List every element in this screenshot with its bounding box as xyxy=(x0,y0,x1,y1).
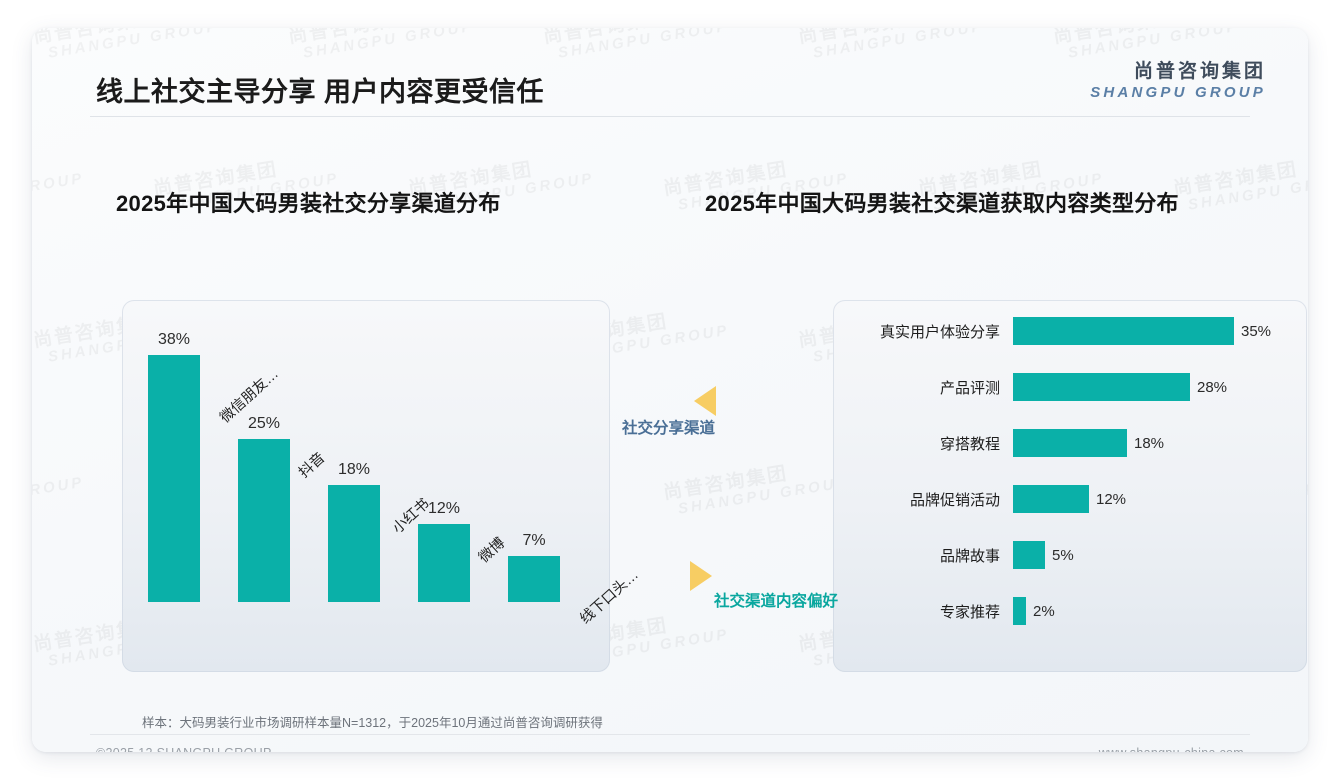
column-value-label: 25% xyxy=(247,415,281,432)
left-chart-title: 2025年中国大码男装社交分享渠道分布 xyxy=(116,191,501,216)
column-bar[interactable] xyxy=(148,355,200,602)
annotation-label: 社交分享渠道 xyxy=(622,420,716,437)
bar-value-label: 28% xyxy=(1197,378,1228,396)
column-bar[interactable] xyxy=(508,556,560,602)
column-item: 12% 微博 xyxy=(418,500,508,602)
triangle-left-icon xyxy=(694,386,716,416)
bar-row: 真实用户体验分享 35% xyxy=(833,316,1307,346)
column-value-label: 38% xyxy=(157,331,191,348)
sample-note: 样本：大码男装行业市场调研样本量N=1312，于2025年10月通过尚普咨询调研… xyxy=(142,716,603,730)
bar-row: 产品评测 28% xyxy=(833,372,1307,402)
bar-fill[interactable] xyxy=(1013,429,1127,457)
bar-fill[interactable] xyxy=(1013,317,1234,345)
website-link[interactable]: www.shangpu-china.com xyxy=(1099,746,1244,752)
bar-value-label: 18% xyxy=(1134,434,1165,452)
bar-value-label: 35% xyxy=(1241,322,1272,340)
bar-row: 品牌故事 5% xyxy=(833,540,1307,570)
brand-logo: 尚普咨询集团 SHANGPU GROUP xyxy=(1090,61,1266,102)
brand-logo-cn: 尚普咨询集团 xyxy=(1133,61,1266,82)
column-item: 38% 微信朋友… xyxy=(148,331,282,602)
bar-row: 专家推荐 2% xyxy=(833,596,1307,626)
column-item: 7% 线下口头… xyxy=(508,532,642,627)
column-chart: 38% 微信朋友… 25% 抖音 18% 小红书 12% 微博 7% 线下口头… xyxy=(148,312,642,627)
bar-fill[interactable] xyxy=(1013,597,1026,625)
horizontal-bar-chart: 真实用户体验分享 35% 产品评测 28% 穿搭教程 18% 品牌促销活动 12% 品牌故事 5%… xyxy=(833,316,1307,661)
triangle-right-icon xyxy=(690,561,712,591)
column-value-label: 18% xyxy=(337,461,371,478)
bar-category-label: 穿搭教程 xyxy=(939,435,1000,453)
column-bar[interactable] xyxy=(328,485,380,602)
bar-value-label: 12% xyxy=(1096,490,1127,508)
column-value-label: 12% xyxy=(427,500,461,517)
column-item: 18% 小红书 xyxy=(328,461,433,602)
bar-fill[interactable] xyxy=(1013,373,1190,401)
slide-header: 线上社交主导分享 用户内容更受信任 尚普咨询集团 SHANGPU GROUP xyxy=(32,28,1308,116)
bar-category-label: 真实用户体验分享 xyxy=(879,323,1000,341)
bar-category-label: 专家推荐 xyxy=(939,603,1000,621)
column-category-label: 微博 xyxy=(476,534,509,567)
brand-logo-en: SHANGPU GROUP xyxy=(1090,83,1266,101)
annotation-label: 社交渠道内容偏好 xyxy=(714,593,839,610)
bar-value-label: 2% xyxy=(1033,602,1055,620)
column-item: 25% 抖音 xyxy=(238,415,328,602)
column-bar[interactable] xyxy=(238,439,290,602)
bar-fill[interactable] xyxy=(1013,541,1045,569)
footer-divider xyxy=(90,734,1250,735)
bar-category-label: 产品评测 xyxy=(939,379,1000,397)
charts-area: 2025年中国大码男装社交分享渠道分布 38% 微信朋友… 25% 抖音 18% 小红书 1… xyxy=(32,28,1308,752)
header-divider xyxy=(90,116,1250,117)
bar-category-label: 品牌故事 xyxy=(939,547,1000,565)
page-title: 线上社交主导分享 用户内容更受信任 xyxy=(96,77,545,107)
column-value-label: 7% xyxy=(522,532,546,549)
column-bar[interactable] xyxy=(418,524,470,602)
right-chart-title: 2025年中国大码男装社交渠道获取内容类型分布 xyxy=(705,191,1179,216)
bar-fill[interactable] xyxy=(1013,485,1089,513)
bar-category-label: 品牌促销活动 xyxy=(909,491,1000,509)
bar-value-label: 5% xyxy=(1052,546,1074,564)
bar-row: 品牌促销活动 12% xyxy=(833,484,1307,514)
column-category-label: 抖音 xyxy=(296,449,329,482)
bar-row: 穿搭教程 18% xyxy=(833,428,1307,458)
copyright-text: ©2025.12 SHANGPU GROUP xyxy=(96,746,272,752)
